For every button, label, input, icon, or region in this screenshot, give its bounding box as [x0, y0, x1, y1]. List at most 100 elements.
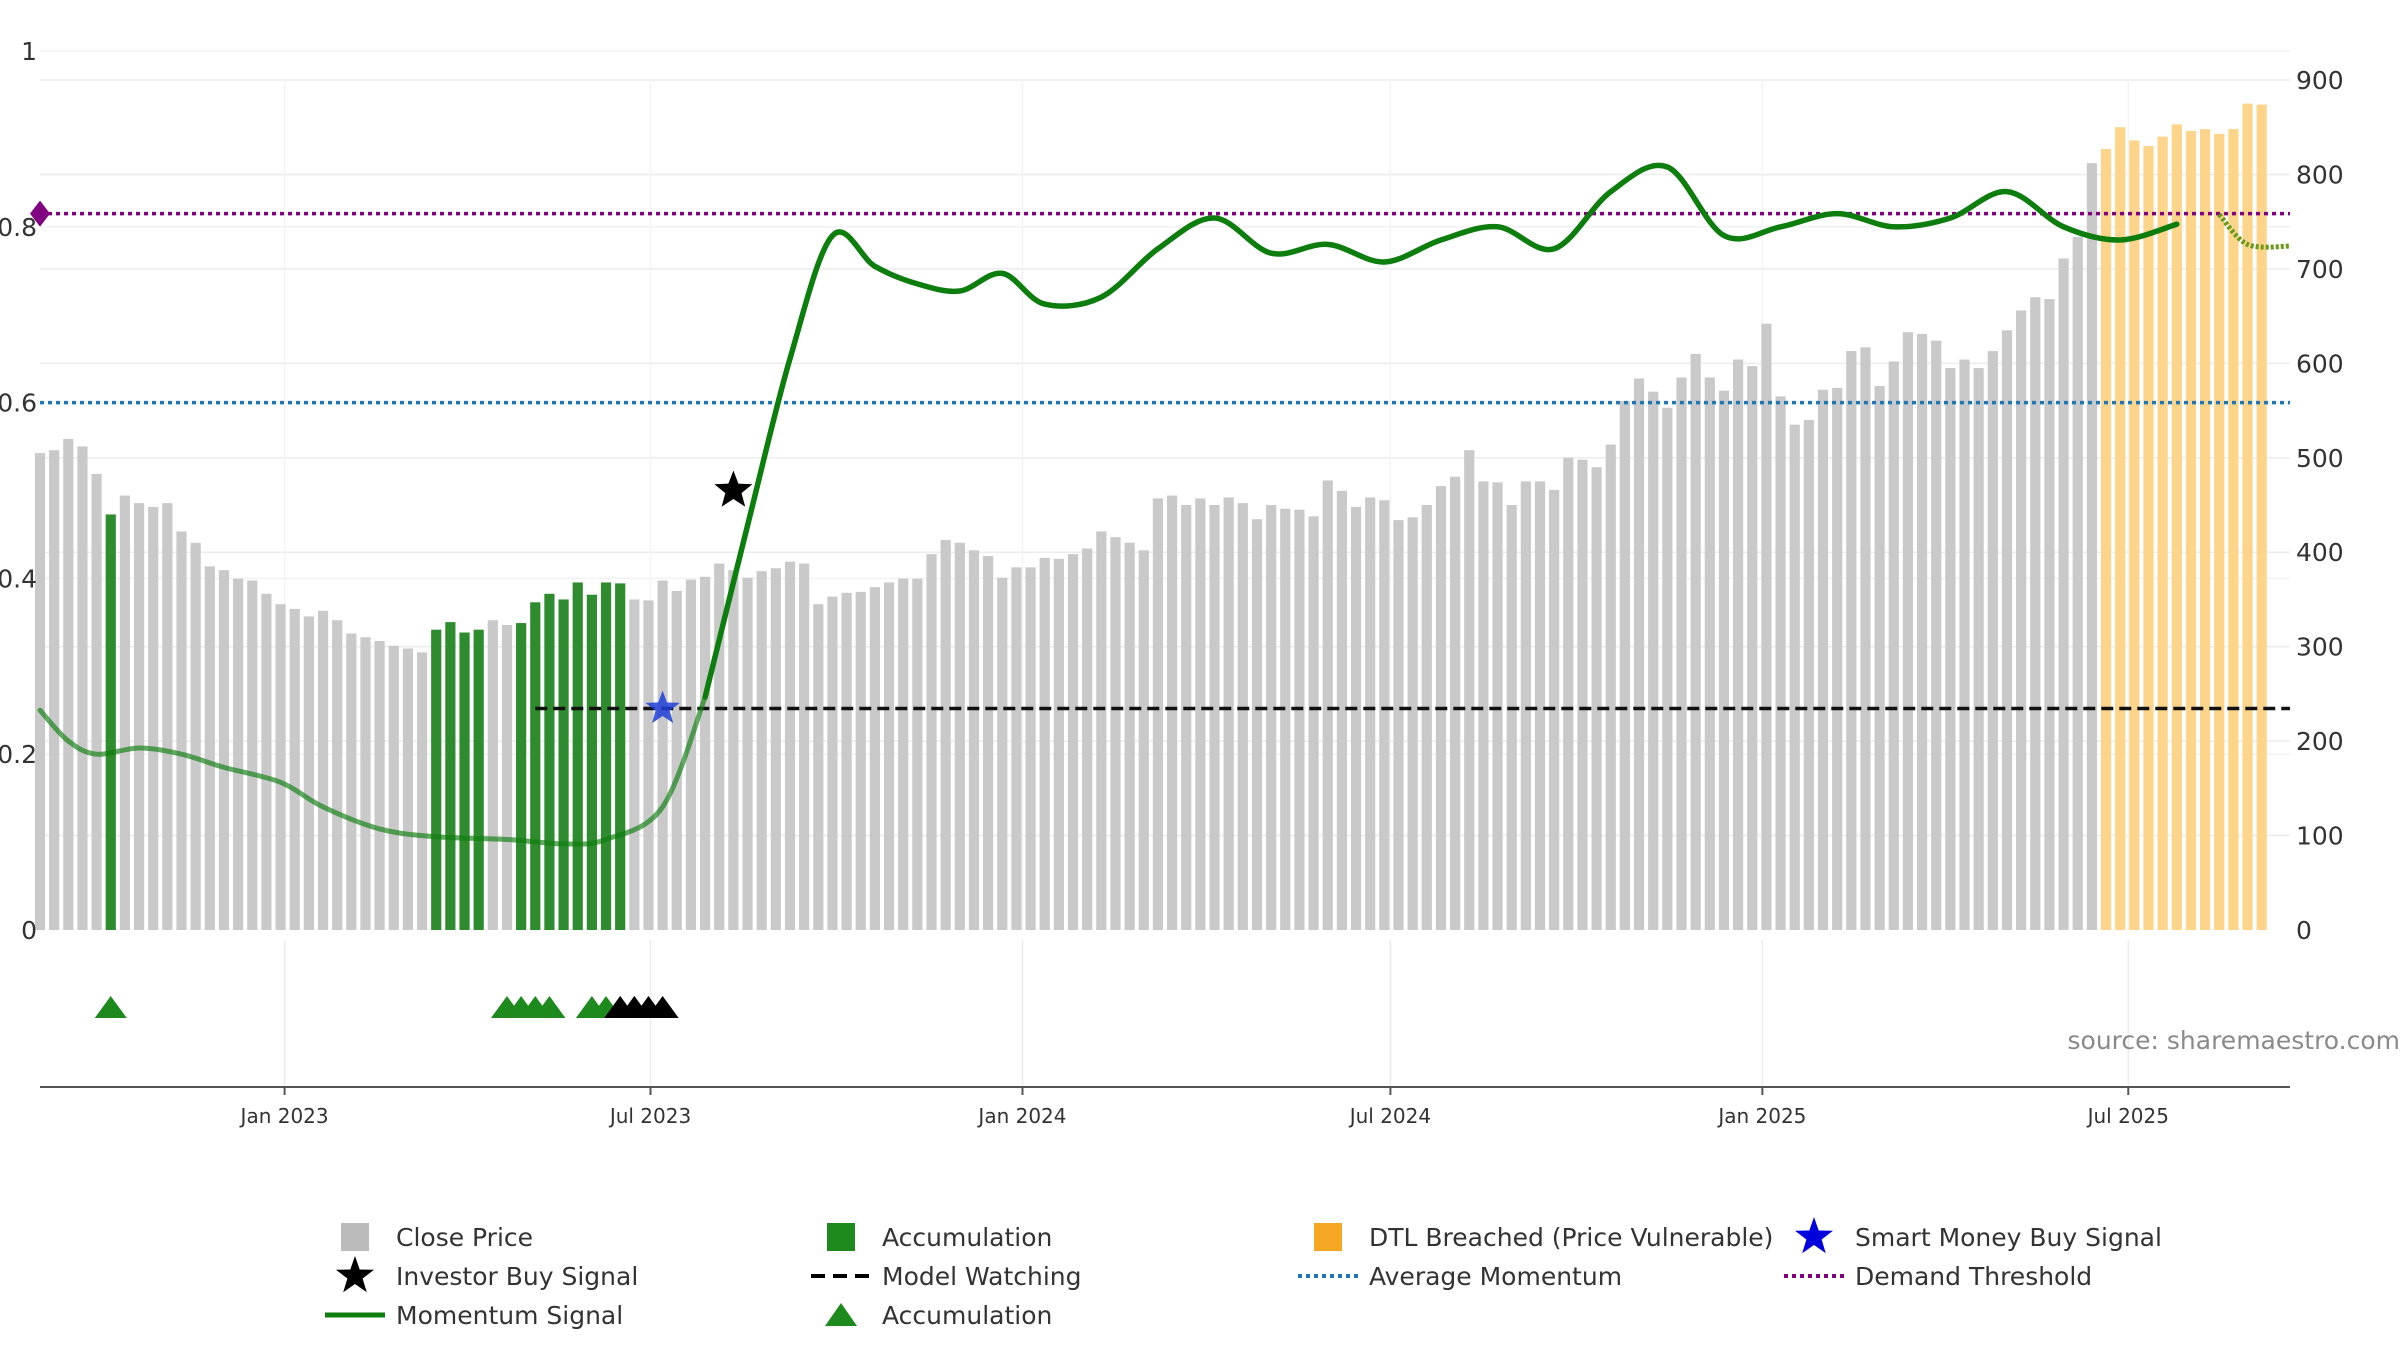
close-price-bar — [1181, 505, 1192, 930]
close-price-bar — [360, 637, 371, 930]
right-axis-tick-label: 100 — [2296, 822, 2344, 851]
close-price-bar — [133, 503, 145, 930]
close-price-bar — [685, 579, 697, 930]
right-axis-tick-label: 400 — [2296, 538, 2344, 567]
demand-threshold-marker — [30, 200, 50, 227]
x-axis-tick-label: Jul 2024 — [1348, 1104, 1431, 1128]
x-axis-tick-label: Jul 2025 — [2086, 1104, 2169, 1128]
close-price-bar — [714, 563, 725, 930]
close-price-bar — [1350, 506, 1362, 930]
close-price-bar — [1365, 497, 1376, 930]
momentum-signal — [37, 162, 2291, 847]
close-price-bar — [1506, 505, 1517, 930]
close-price-bar — [1336, 490, 1347, 930]
close-price-bar — [176, 531, 187, 930]
close-price-bar — [1817, 389, 1829, 930]
close-price-bar — [332, 620, 343, 930]
close-price-bar — [1931, 340, 1942, 931]
close-price-bar — [671, 590, 682, 930]
dtl-breached-bar — [2185, 131, 2197, 930]
legend-item: Accumulation — [825, 1301, 1052, 1330]
legend-swatch-triangle — [825, 1303, 857, 1326]
legend-swatch-square — [1314, 1223, 1342, 1251]
legend-label: Close Price — [396, 1223, 533, 1252]
close-price-bar — [784, 561, 796, 930]
accumulation-bar — [600, 582, 612, 930]
legend-label: Accumulation — [882, 1223, 1052, 1252]
close-price-bar — [898, 578, 909, 930]
accumulation-triangle-confirmed — [646, 996, 679, 1018]
legend: Close Price Accumulation DTL Breached (Pri… — [325, 1217, 2162, 1330]
legend-swatch-star — [336, 1256, 374, 1293]
dtl-breached-bar — [2228, 129, 2239, 931]
close-price-bar — [388, 645, 399, 930]
accumulation-bar — [586, 594, 597, 930]
close-price-bar — [1025, 567, 1036, 930]
close-price-bar — [1450, 476, 1461, 930]
close-price-bar — [1733, 359, 1744, 930]
close-price-bar — [869, 587, 880, 930]
left-axis-tick-label: 0 — [21, 916, 37, 945]
close-price-bar — [1874, 386, 1885, 930]
close-price-bar — [912, 578, 923, 930]
close-price-bar — [119, 495, 130, 930]
close-price-bar — [2044, 299, 2055, 931]
legend-label: DTL Breached (Price Vulnerable) — [1369, 1223, 1773, 1252]
close-price-bar — [1718, 390, 1730, 930]
legend-item: Accumulation — [827, 1223, 1052, 1252]
close-price-bar — [728, 570, 739, 930]
close-price-bar — [1096, 531, 1107, 930]
close-price-bar — [1888, 361, 1899, 930]
close-price-bar — [317, 610, 329, 930]
close-price-bar — [1747, 366, 1758, 931]
close-price-bar — [1846, 351, 1857, 930]
close-price-bar — [799, 563, 810, 930]
close-price-bar — [1648, 391, 1659, 931]
legend-swatch-square — [341, 1223, 369, 1251]
close-price-bar — [1223, 497, 1234, 930]
close-price-bar — [657, 580, 668, 930]
close-price-bar — [756, 571, 767, 930]
close-price-bar — [1209, 505, 1220, 930]
legend-label: Model Watching — [882, 1262, 1082, 1291]
accumulation-triangle — [94, 996, 127, 1018]
close-price-bar — [827, 596, 838, 930]
reference-lines — [30, 200, 2290, 711]
close-price-bar — [416, 652, 428, 930]
close-price-bar — [1053, 558, 1064, 930]
investor-buy-signal — [714, 470, 753, 507]
close-price-bar — [1393, 520, 1404, 930]
close-price-bar — [77, 446, 88, 930]
close-price-bar — [1294, 509, 1305, 930]
close-price-bar — [2030, 297, 2041, 930]
close-price-bar — [162, 503, 173, 930]
close-price-bar — [1421, 505, 1432, 930]
right-axis-tick-label: 0 — [2296, 916, 2312, 945]
accumulation-bar — [572, 582, 583, 930]
x-axis-tick-label: Jan 2025 — [1716, 1104, 1806, 1128]
close-price-bar — [855, 591, 866, 930]
close-price-bar — [1166, 495, 1178, 930]
dtl-breached-bar — [2256, 104, 2267, 931]
dtl-breached-bar — [2143, 146, 2154, 931]
legend-label: Smart Money Buy Signal — [1855, 1223, 2162, 1252]
close-price-bar — [1591, 467, 1602, 930]
close-price-bar — [1676, 377, 1687, 930]
close-price-bar — [1492, 482, 1503, 930]
close-price-bar — [2072, 236, 2083, 930]
close-price-bar — [346, 633, 357, 930]
close-price-bar — [1280, 508, 1291, 930]
right-axis-tick-label: 700 — [2296, 255, 2344, 284]
close-price-bar — [487, 620, 498, 930]
legend-label: Momentum Signal — [396, 1301, 623, 1330]
close-price-bar — [1902, 332, 1914, 931]
close-price-bar — [63, 438, 74, 930]
close-price-bar — [374, 641, 385, 930]
close-price-bar — [2058, 258, 2069, 930]
close-price-bar — [1761, 323, 1772, 931]
dtl-breached-bar — [2214, 133, 2225, 931]
close-price-bar — [1082, 548, 1093, 930]
dtl-breached-bar — [2157, 136, 2168, 930]
right-axis-tick-label: 900 — [2296, 66, 2344, 95]
close-price-bar — [275, 604, 286, 930]
